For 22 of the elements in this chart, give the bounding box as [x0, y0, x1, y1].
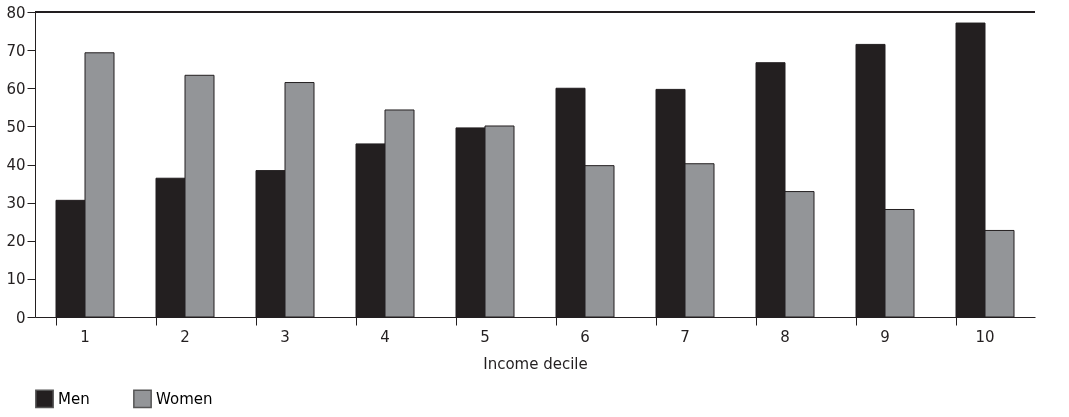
x-axis-title: Income decile [483, 354, 588, 373]
legend-label: Women [156, 389, 213, 408]
x-tick-label: 1 [80, 327, 90, 346]
y-tick-label: 10 [6, 270, 26, 289]
x-tick-label: 5 [480, 327, 490, 346]
y-tick-label: 60 [6, 79, 26, 98]
x-tick-label: 7 [680, 327, 690, 346]
y-tick-label: 0 [15, 308, 26, 327]
y-tick-label: 70 [6, 41, 26, 60]
y-tick-label: 40 [6, 156, 26, 174]
x-tick-label: 4 [380, 327, 390, 346]
x-tick-label: 8 [780, 327, 790, 346]
x-tick-label: 6 [580, 327, 590, 346]
x-tick-label: 2 [180, 327, 190, 346]
y-tick-label: 50 [6, 117, 26, 136]
y-tick-label: 20 [6, 232, 26, 251]
y-tick-label: 80 [6, 3, 26, 22]
x-tick-label: 3 [280, 327, 290, 346]
y-tick-label: 30 [6, 194, 26, 213]
legend-label: Men [58, 389, 90, 408]
x-tick-label: 9 [880, 327, 890, 346]
x-tick-label: 10 [975, 327, 995, 346]
